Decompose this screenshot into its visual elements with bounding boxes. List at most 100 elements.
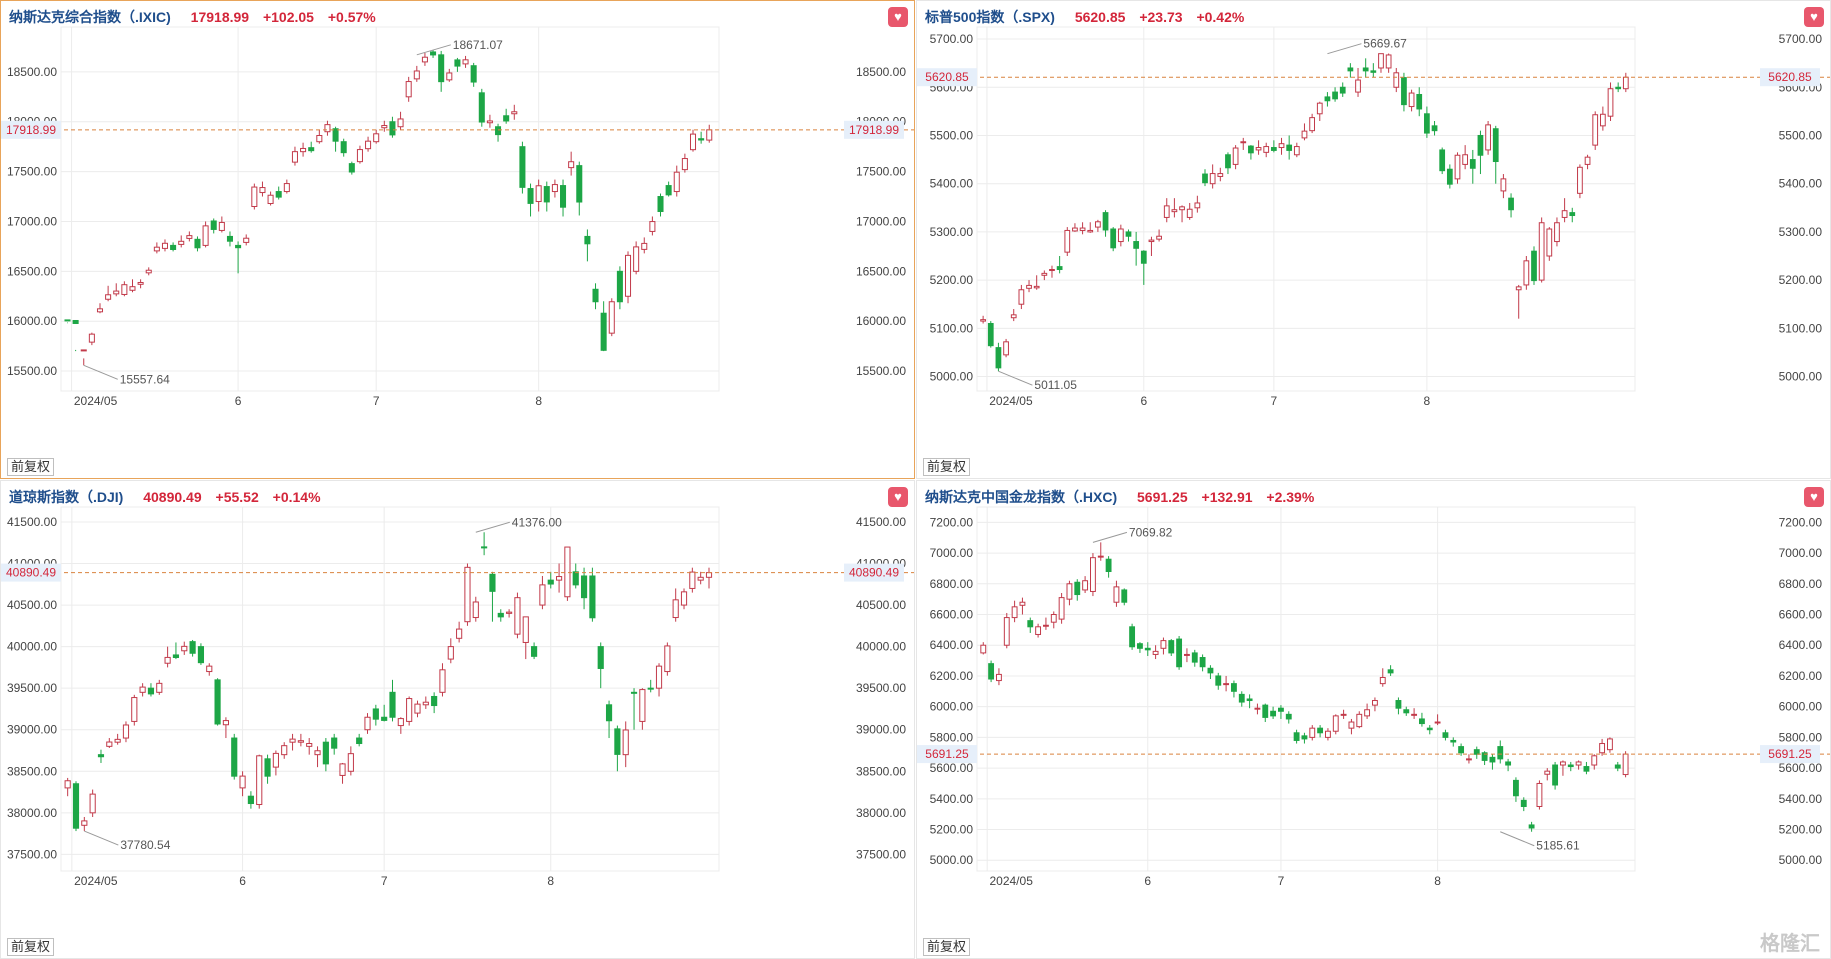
candle-body: [96, 308, 104, 313]
index-title[interactable]: 纳斯达克中国金龙指数（.HXC): [925, 489, 1118, 505]
heart-icon[interactable]: ♥: [888, 7, 908, 27]
candle-body: [164, 656, 171, 664]
candle: [1163, 198, 1170, 223]
candle-body: [1018, 289, 1025, 305]
candle-body: [1090, 557, 1096, 592]
candle: [316, 129, 323, 144]
candle-body: [1240, 141, 1247, 144]
index-title[interactable]: 道琼斯指数（.DJI): [9, 489, 124, 505]
heart-icon[interactable]: ♥: [1804, 7, 1824, 27]
candle-body: [153, 246, 160, 252]
candle: [1544, 768, 1551, 781]
y-tick-label-left: 5400.00: [930, 792, 974, 806]
candle: [145, 267, 152, 276]
candle: [1079, 222, 1086, 235]
x-tick-label: 6: [235, 394, 242, 408]
candle: [1492, 125, 1499, 184]
y-tick-label-left: 15500.00: [7, 364, 57, 378]
candle-body: [1148, 239, 1155, 243]
y-tick-label-left: 5100.00: [930, 321, 974, 335]
adjustment-button[interactable]: 前复权: [7, 458, 55, 476]
candle: [348, 161, 355, 175]
candle: [156, 679, 163, 695]
y-tick-label-left: 5700.00: [930, 32, 974, 46]
candle: [689, 567, 696, 593]
x-tick-label: 8: [1424, 394, 1431, 408]
candle: [1278, 705, 1284, 719]
candle: [1622, 751, 1629, 778]
candle: [1387, 665, 1394, 676]
candle-body: [672, 599, 679, 619]
last-price-label-right-bg: [844, 120, 904, 139]
index-title[interactable]: 纳斯达克综合指数（.IXIC): [9, 9, 171, 25]
candle-body: [1043, 624, 1049, 627]
candle-body: [264, 758, 271, 777]
candle-body: [1379, 676, 1386, 685]
candle-body: [535, 185, 542, 203]
candle-body: [64, 780, 71, 789]
y-tick-label-right: 17500.00: [856, 165, 906, 179]
y-tick-label-right: 5000.00: [1779, 853, 1823, 867]
candle-body: [1255, 147, 1262, 151]
candle-body: [489, 573, 496, 592]
candle: [1569, 207, 1576, 223]
candle-body: [1538, 222, 1545, 281]
candle: [1591, 754, 1598, 770]
candle: [131, 694, 138, 726]
candle-body: [122, 724, 130, 739]
heart-icon[interactable]: ♥: [888, 487, 908, 507]
candle-body: [547, 579, 554, 585]
y-tick-label-right: 39000.00: [856, 723, 906, 737]
candle-body: [624, 254, 632, 297]
index-title[interactable]: 标普500指数（.SPX): [925, 9, 1055, 25]
candle: [88, 332, 95, 346]
candle: [547, 571, 554, 589]
last-price-label-left: 5691.25: [925, 747, 969, 761]
candle: [1191, 649, 1198, 667]
candle-body: [214, 679, 221, 725]
candle-body: [332, 128, 339, 142]
candle: [564, 546, 571, 601]
candle: [1011, 600, 1018, 623]
candle: [531, 642, 538, 660]
candle: [300, 142, 307, 157]
heart-icon[interactable]: ♥: [1804, 487, 1824, 507]
adjustment-button[interactable]: 前复权: [923, 938, 971, 956]
y-tick-label-right: 5600.00: [1779, 761, 1823, 775]
candle: [995, 342, 1002, 372]
percent-change: +0.42%: [1196, 9, 1245, 25]
candle: [297, 733, 304, 747]
candle: [1324, 92, 1331, 107]
candle-body: [1355, 79, 1361, 93]
price-change: +132.91: [1201, 489, 1253, 505]
candle-body: [1575, 761, 1582, 766]
candle: [306, 738, 313, 755]
candle-body: [1278, 143, 1285, 149]
candle-body: [689, 571, 696, 589]
candle-body: [1156, 235, 1162, 240]
candle-body: [197, 646, 205, 664]
candle-body: [347, 753, 354, 772]
y-tick-label-right: 5000.00: [1779, 370, 1823, 384]
adjustment-button[interactable]: 前复权: [923, 458, 971, 476]
candle: [551, 179, 558, 198]
candle: [514, 592, 521, 639]
candle: [1362, 58, 1369, 78]
price-change: +23.73: [1139, 9, 1183, 25]
candle: [1385, 53, 1392, 73]
candle-body: [680, 591, 688, 606]
candle-body: [1278, 707, 1284, 712]
annotation-leader: [998, 370, 1033, 386]
candle: [122, 721, 130, 743]
candle-body: [1293, 732, 1300, 741]
last-price-label-right: 5691.25: [1768, 747, 1812, 761]
candle-body: [1332, 715, 1339, 732]
adjustment-button[interactable]: 前复权: [7, 938, 55, 956]
candle-body: [1424, 113, 1430, 134]
candle-body: [665, 185, 672, 196]
candle-body: [1531, 250, 1537, 282]
candle-body: [178, 240, 185, 245]
candle-body: [980, 319, 986, 322]
candle: [664, 642, 671, 676]
chart-panel-spx: 5000.00 5000.00 5100.00 5100.00 5200.00 5200.…: [916, 0, 1831, 479]
